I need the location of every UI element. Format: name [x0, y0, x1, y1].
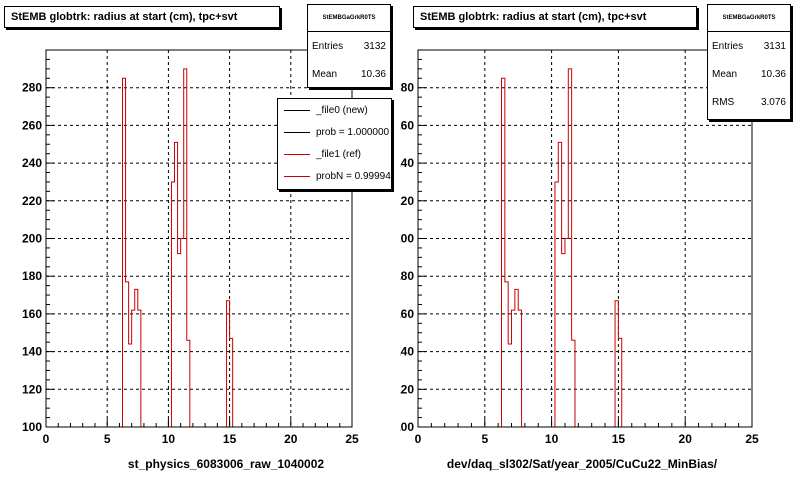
- right-histogram-plot: 0 5 10 15 20 25 100 120 140 160 180 200 220 240 260 280: [400, 49, 759, 446]
- x-tick-label: 5: [481, 432, 488, 446]
- right-stats-mean-row: Mean 10.36: [708, 60, 790, 88]
- left-stats-title: StEMBGaGrkR0TS: [308, 5, 390, 32]
- left-histogram-panel: 0 5 10 15 20 25 100 120 140 160 180 200 220 240 260 280…: [4, 4, 392, 471]
- y-tick-label: 180: [22, 269, 42, 283]
- histogram-series-line: [418, 68, 752, 428]
- legend-label: _file1 (ref): [316, 148, 362, 160]
- legend-label: probN = 0.99994: [316, 170, 391, 182]
- y-tick-label: 200: [400, 232, 414, 246]
- histogram-bin: [502, 78, 505, 427]
- x-tick-label: 25: [345, 432, 359, 446]
- y-tick-label: 100: [22, 420, 42, 434]
- left-stats-entries-row: Entries 3132: [308, 32, 390, 60]
- legend-swatch: [284, 109, 310, 111]
- legend-label: _file0 (new): [316, 104, 368, 116]
- histogram-bin: [558, 142, 561, 427]
- histogram-bin: [565, 239, 568, 428]
- histogram-bin: [518, 310, 521, 427]
- y-tick-label: 220: [400, 194, 414, 208]
- y-tick-label: 240: [22, 156, 42, 170]
- x-tick-label: 20: [679, 432, 693, 446]
- legend-entry: probN = 0.99994: [278, 165, 391, 187]
- y-tick-label: 220: [22, 194, 42, 208]
- left-stats-mean-value: 10.36: [360, 68, 386, 80]
- right-stats-mean-label: Mean: [712, 68, 738, 80]
- histogram-bin: [512, 310, 515, 427]
- histogram-bin: [555, 182, 558, 427]
- legend-entry: _file1 (ref): [278, 143, 391, 165]
- x-tick-label: 0: [415, 432, 422, 446]
- y-tick-label: 100: [400, 420, 414, 434]
- x-tick-label: 20: [284, 432, 298, 446]
- left-x-axis-title: st_physics_6083006_raw_1040002: [127, 457, 325, 471]
- left-stats-entries-label: Entries: [312, 40, 344, 52]
- right-stats-entries-label: Entries: [712, 40, 744, 52]
- x-tick-label: 0: [43, 432, 50, 446]
- right-histogram-panel: 0 5 10 15 20 25 100 120 140 160 180 200 220 240 260 280…: [400, 0, 800, 480]
- y-tick-label: 280: [400, 81, 414, 95]
- y-tick-label: 240: [400, 156, 414, 170]
- y-tick-label: 280: [22, 81, 42, 95]
- x-tick-label: 15: [612, 432, 626, 446]
- left-stats-mean-label: Mean: [312, 68, 338, 80]
- y-tick-label: 160: [400, 307, 414, 321]
- histogram-bin: [181, 239, 184, 428]
- right-stats-rms-row: RMS 3.076: [708, 88, 790, 116]
- right-x-axis-title: dev/daq_sl302/Sat/year_2005/CuCu22_MinBi…: [446, 457, 718, 471]
- y-tick-label: 260: [22, 118, 42, 132]
- legend-swatch: [284, 131, 310, 133]
- y-tick-label: 140: [400, 345, 414, 359]
- y-tick-label: 160: [22, 307, 42, 321]
- histogram-bin: [129, 344, 132, 427]
- y-tick-label: 260: [400, 118, 414, 132]
- left-stats-entries-value: 3132: [363, 40, 386, 52]
- x-tick-label: 10: [545, 432, 559, 446]
- y-tick-label: 200: [22, 232, 42, 246]
- right-stats-title: StEMBGaGrkR0TS: [708, 5, 790, 32]
- left-histogram-plot: 0 5 10 15 20 25 100 120 140 160 180 200 220 240 260 280: [22, 49, 359, 446]
- right-stats-box: StEMBGaGrkR0TS Entries 3131 Mean 10.36 R…: [707, 4, 791, 120]
- left-stats-mean-row: Mean 10.36: [308, 60, 390, 88]
- legend-swatch: [284, 175, 310, 177]
- legend-entry: prob = 1.000000: [278, 121, 391, 143]
- y-tick-label: 120: [400, 382, 414, 396]
- histogram-bin: [572, 340, 575, 427]
- histogram-bin: [178, 254, 181, 427]
- right-stats-entries-value: 3131: [763, 40, 786, 52]
- y-tick-label: 140: [22, 345, 42, 359]
- right-stats-mean-value: 10.36: [760, 68, 786, 80]
- legend-label: prob = 1.000000: [316, 126, 390, 138]
- left-stats-box: StEMBGaGrkR0TS Entries 3132 Mean 10.36: [307, 4, 391, 88]
- legend: _file0 (new) prob = 1.000000 _file1 (ref…: [277, 98, 392, 190]
- histogram-bin: [562, 254, 565, 427]
- left-chart-title: StEMB globtrk: radius at start (cm), tpc…: [4, 6, 280, 28]
- histogram-bin: [515, 289, 518, 427]
- x-tick-label: 10: [162, 432, 176, 446]
- right-stats-entries-row: Entries 3131: [708, 32, 790, 60]
- y-tick-label: 120: [22, 382, 42, 396]
- histogram-bin: [568, 69, 571, 427]
- legend-swatch: [284, 153, 310, 155]
- right-stats-rms-label: RMS: [712, 96, 735, 108]
- histogram-bin: [508, 344, 511, 427]
- histogram-bin: [505, 282, 508, 427]
- x-tick-label: 25: [745, 432, 759, 446]
- x-tick-label: 15: [223, 432, 237, 446]
- right-chart-title: StEMB globtrk: radius at start (cm), tpc…: [413, 6, 697, 28]
- legend-entry: _file0 (new): [278, 99, 391, 121]
- y-tick-label: 180: [400, 269, 414, 283]
- right-stats-rms-value: 3.076: [760, 96, 786, 108]
- histogram-bin: [615, 301, 618, 427]
- x-tick-label: 5: [104, 432, 111, 446]
